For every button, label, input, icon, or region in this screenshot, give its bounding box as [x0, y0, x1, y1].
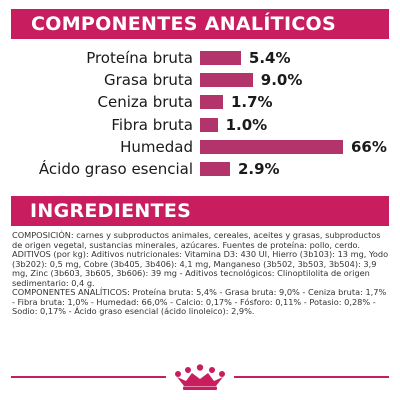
nutrient-row: Humedad 66% — [0, 137, 400, 157]
nutrient-label: Ceniza bruta — [97, 93, 193, 111]
nutrient-label: Grasa bruta — [103, 71, 193, 89]
nutrient-label: Fibra bruta — [111, 116, 193, 134]
analytical-paragraph: COMPONENTES ANALÍTICOS: Proteína bruta: … — [12, 287, 387, 316]
nutrient-row: Fibra bruta 1.0% — [0, 115, 400, 135]
nutrient-bar — [200, 118, 218, 132]
nutrient-value: 1.7% — [230, 93, 273, 111]
nutrient-label: Proteína bruta — [86, 49, 193, 67]
composition-paragraph: COMPOSICIÓN: carnes y subproductos anima… — [12, 230, 381, 250]
footer-divider-right — [234, 376, 389, 378]
nutrient-bar — [200, 51, 241, 65]
nutrient-value: 9.0% — [260, 71, 303, 89]
nutrient-bar — [200, 140, 343, 154]
analytics-header: COMPONENTES ANALÍTICOS — [11, 9, 389, 39]
nutrient-label: Ácido graso esencial — [38, 160, 193, 178]
nutrient-value: 2.9% — [237, 160, 280, 178]
nutrient-label: Humedad — [120, 138, 193, 156]
nutrient-bar — [200, 95, 223, 109]
nutrient-value: 1.0% — [225, 116, 268, 134]
footer-divider-left — [11, 376, 166, 378]
additives-paragraph: ADITIVOS (por kg): Aditivos nutricionale… — [12, 249, 389, 288]
nutrient-row: Proteína bruta 5.4% — [0, 48, 400, 68]
ingredients-header: INGREDIENTES — [11, 196, 389, 226]
analytics-title: COMPONENTES ANALÍTICOS — [31, 13, 336, 35]
ingredients-title: INGREDIENTES — [30, 200, 192, 222]
nutrient-bar — [200, 162, 230, 176]
nutrient-row: Ceniza bruta 1.7% — [0, 92, 400, 112]
nutrient-value: 66% — [351, 138, 387, 156]
nutrient-bar — [200, 73, 253, 87]
nutrient-value: 5.4% — [248, 49, 291, 67]
nutrient-row: Grasa bruta 9.0% — [0, 70, 400, 90]
royal-crown-icon — [175, 364, 225, 390]
ingredients-text: COMPOSICIÓN: carnes y subproductos anima… — [12, 230, 390, 317]
nutrient-row: Ácido graso esencial 2.9% — [0, 159, 400, 179]
